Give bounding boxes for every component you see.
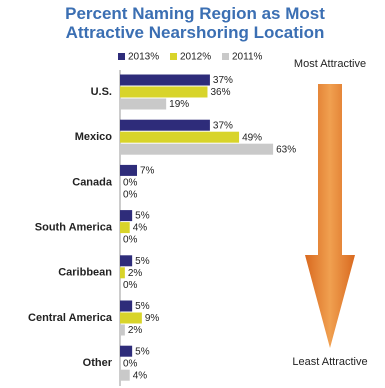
bar (120, 210, 133, 222)
bar (120, 86, 208, 98)
bar (120, 345, 133, 357)
value-label: 0% (123, 190, 138, 201)
legend-label: 2011% (232, 52, 263, 63)
value-label: 2% (128, 268, 143, 279)
value-label: 2% (128, 325, 143, 336)
legend-swatch (170, 53, 177, 60)
bar (120, 98, 167, 110)
annotation: Least Attractive (292, 356, 368, 368)
value-label: 4% (133, 223, 148, 234)
bar (120, 131, 240, 143)
category-label: Canada (72, 176, 113, 188)
bar (120, 324, 125, 336)
bar (120, 267, 125, 279)
value-label: 49% (242, 132, 262, 143)
category-label: South America (35, 222, 113, 234)
legend-label: 2013% (128, 52, 159, 63)
value-label: 0% (123, 280, 138, 291)
value-label: 0% (123, 178, 138, 189)
bar (120, 312, 142, 324)
bar (120, 74, 210, 86)
bar (120, 119, 210, 131)
value-label: 37% (213, 75, 233, 86)
bar (120, 222, 130, 234)
category-label: U.S. (91, 86, 112, 98)
value-label: 63% (276, 144, 296, 155)
bar (120, 300, 133, 312)
value-label: 37% (213, 120, 233, 131)
category-label: Caribbean (58, 267, 112, 279)
category-label: Mexico (75, 131, 113, 143)
legend-label: 2012% (180, 52, 211, 63)
chart-title: Percent Naming Region as Most Attractive… (65, 4, 325, 42)
attractiveness-arrow (305, 84, 355, 348)
bar (120, 164, 138, 176)
bar (120, 143, 274, 155)
legend-swatch (118, 53, 125, 60)
category-label: Other (83, 357, 113, 369)
annotation: Most Attractive (293, 58, 367, 70)
legend-swatch (222, 53, 229, 60)
value-label: 5% (135, 301, 150, 312)
value-label: 4% (133, 370, 148, 381)
value-label: 7% (140, 166, 155, 177)
value-label: 9% (145, 313, 160, 324)
value-label: 5% (135, 256, 150, 267)
value-label: 0% (123, 358, 138, 369)
value-label: 0% (123, 235, 138, 246)
category-label: Central America (28, 312, 113, 324)
bar (120, 369, 130, 381)
value-label: 5% (135, 211, 150, 222)
value-label: 36% (210, 87, 230, 98)
bar (120, 255, 133, 267)
value-label: 5% (135, 346, 150, 357)
value-label: 19% (169, 99, 189, 110)
